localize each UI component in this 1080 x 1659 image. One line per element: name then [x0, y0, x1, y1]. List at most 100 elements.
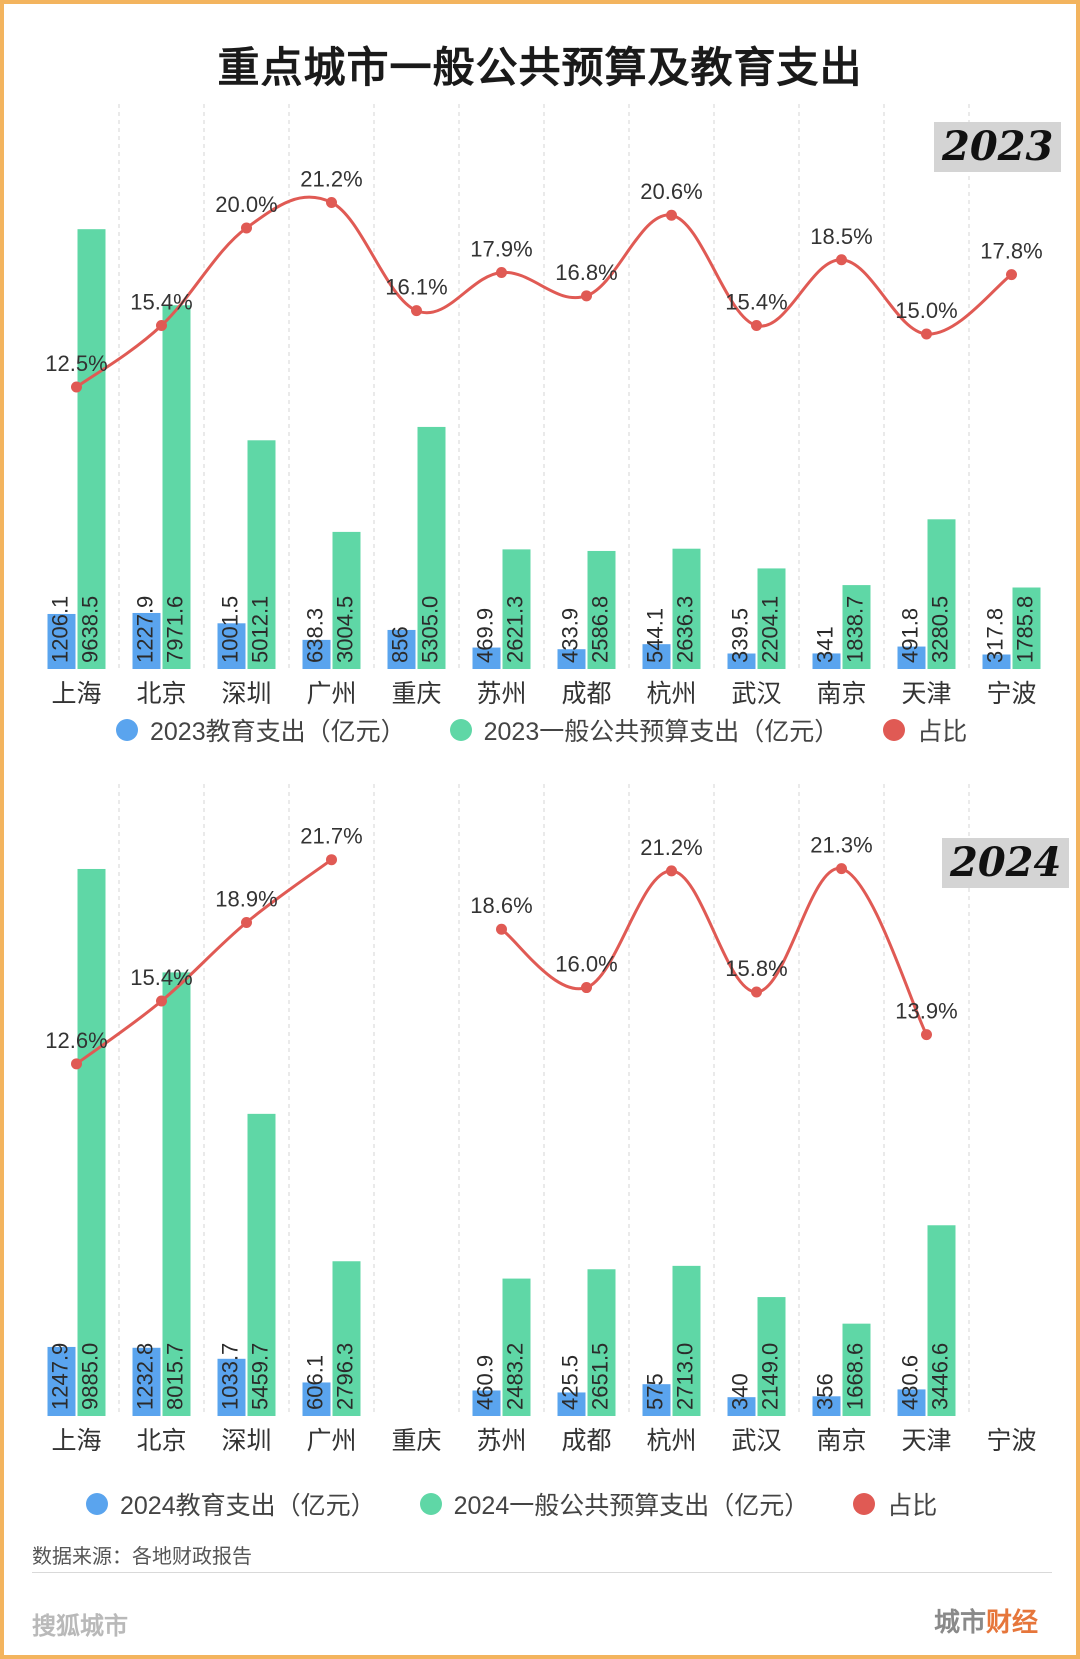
bar-budget-6	[587, 1269, 616, 1416]
bar-label-edu-0: 1206.1	[47, 596, 72, 663]
bar-label-budget-0: 9638.5	[77, 596, 102, 663]
bar-edu-1	[132, 1347, 161, 1416]
legend-item-budget: 2024一般公共预算支出（亿元）	[419, 1486, 810, 1522]
ratio-label-6: 16.0%	[555, 952, 617, 977]
bar-edu-9	[812, 653, 841, 669]
category-label-2: 深圳	[221, 1427, 271, 1455]
bar-label-edu-8: 340	[727, 1373, 752, 1410]
ratio-label-2: 20.0%	[215, 192, 277, 217]
bar-label-edu-2: 1033.7	[217, 1343, 242, 1410]
bar-budget-10	[927, 1225, 956, 1416]
category-label-2: 深圳	[221, 680, 271, 708]
bar-label-budget-7: 2713.0	[672, 1343, 697, 1410]
bar-label-budget-5: 2483.2	[502, 1343, 527, 1410]
legend-label-edu: 2023教育支出（亿元）	[150, 718, 406, 746]
bar-budget-9	[842, 1323, 871, 1416]
ratio-point-8	[751, 986, 762, 998]
ratio-label-8: 15.8%	[725, 956, 787, 981]
bar-budget-5	[502, 1278, 531, 1416]
bar-budget-0	[77, 868, 106, 1416]
category-label-4: 重庆	[391, 680, 441, 708]
legend-dot-ratio	[853, 1493, 876, 1515]
bar-budget-1	[162, 305, 191, 669]
bar-label-edu-2: 1001.5	[217, 596, 242, 663]
bar-label-budget-10: 3446.6	[927, 1343, 952, 1410]
bar-label-edu-1: 1227.9	[132, 596, 157, 663]
bar-label-budget-1: 8015.7	[162, 1343, 187, 1410]
bar-edu-6	[557, 1392, 586, 1416]
ratio-label-10: 15.0%	[895, 298, 957, 323]
footer-brand: 搜狐城市	[32, 1613, 128, 1640]
bar-label-budget-0: 9885.0	[77, 1343, 102, 1410]
legend-item-ratio: 占比	[883, 712, 967, 748]
bar-edu-7	[642, 644, 671, 669]
bar-label-edu-9: 356	[812, 1373, 837, 1410]
bar-budget-9	[842, 585, 871, 669]
ratio-label-7: 21.2%	[640, 835, 702, 860]
bar-edu-6	[557, 649, 586, 669]
bar-label-edu-6: 433.9	[557, 608, 582, 663]
bar-budget-7	[672, 548, 701, 669]
ratio-point-9	[836, 863, 847, 875]
chart-2023: 1206.1 9638.5 上海 1227.9 7971.6 北京 1001.5 5012.1…	[45, 104, 1043, 708]
ratio-point-0	[71, 1058, 82, 1070]
year-badge-2024: 2024	[942, 838, 1070, 888]
bar-label-edu-8: 339.5	[727, 608, 752, 663]
bar-label-budget-10: 3280.5	[927, 596, 952, 663]
ratio-line-0	[75, 858, 333, 1066]
bar-label-edu-3: 606.1	[302, 1355, 327, 1410]
panel-2024: 1247.9 9885.0 上海 1232.8 8015.7 北京 1033.7 5459.7…	[4, 784, 1076, 1520]
ratio-point-4	[411, 305, 422, 317]
bar-edu-8	[727, 1397, 756, 1416]
bar-label-budget-8: 2149.0	[757, 1343, 782, 1410]
ratio-label-7: 20.6%	[640, 179, 702, 204]
bar-label-budget-8: 2204.1	[757, 596, 782, 663]
ratio-point-8	[751, 320, 762, 332]
category-label-5: 苏州	[476, 1427, 526, 1455]
ratio-line-0	[75, 195, 1013, 389]
legend-dot-budget	[419, 1493, 442, 1515]
category-label-1: 北京	[136, 680, 186, 708]
bar-edu-2	[217, 623, 246, 669]
ratio-point-10	[921, 328, 932, 340]
category-label-10: 天津	[901, 680, 951, 708]
bar-edu-2	[217, 1358, 246, 1416]
footer-logo: 城市财经	[934, 1602, 1038, 1639]
ratio-point-9	[836, 254, 847, 266]
legend-label-budget: 2024一般公共预算支出（亿元）	[453, 1492, 810, 1520]
bar-budget-2	[247, 1113, 276, 1416]
bar-budget-8	[757, 568, 786, 669]
category-label-11: 宁波	[986, 1427, 1036, 1455]
legend-label-ratio: 占比	[917, 718, 968, 746]
bar-edu-9	[812, 1396, 841, 1416]
bar-label-budget-4: 5305.0	[417, 596, 442, 663]
category-label-7: 杭州	[646, 1427, 696, 1455]
bar-edu-0	[47, 1346, 76, 1416]
bar-budget-7	[672, 1265, 701, 1416]
bar-budget-4	[417, 426, 446, 669]
category-label-0: 上海	[51, 1427, 101, 1455]
bar-edu-4	[387, 629, 416, 669]
ratio-label-5: 17.9%	[470, 236, 532, 261]
category-label-10: 天津	[901, 1427, 951, 1455]
bar-label-edu-1: 1232.8	[132, 1343, 157, 1410]
ratio-label-1: 15.4%	[130, 965, 192, 990]
chart-title: 重点城市一般公共预算及教育支出	[217, 44, 863, 91]
category-label-6: 成都	[561, 1427, 611, 1455]
year-badge-2023: 2023	[934, 122, 1062, 172]
bar-edu-7	[642, 1384, 671, 1416]
bar-edu-1	[132, 612, 161, 669]
ratio-label-8: 15.4%	[725, 290, 787, 315]
ratio-point-11	[1006, 269, 1017, 281]
ratio-point-3	[326, 196, 337, 208]
ratio-label-5: 18.6%	[470, 893, 532, 918]
category-label-1: 北京	[136, 1427, 186, 1455]
bar-edu-11	[982, 654, 1011, 669]
bar-label-budget-5: 2621.3	[502, 596, 527, 663]
bar-label-edu-10: 480.6	[897, 1355, 922, 1410]
bar-edu-5	[472, 647, 501, 669]
bar-edu-5	[472, 1390, 501, 1416]
bar-label-budget-2: 5012.1	[247, 596, 272, 663]
bar-label-budget-7: 2636.3	[672, 596, 697, 663]
divider	[32, 1572, 1052, 1573]
